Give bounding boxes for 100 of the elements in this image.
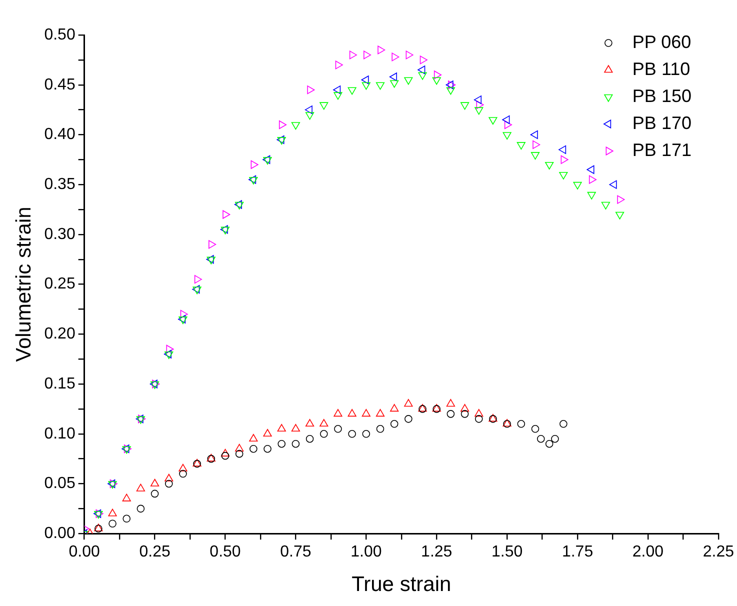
point [108,508,117,516]
point [418,72,427,80]
legend-label: PP 060 [632,32,692,52]
point [460,404,470,412]
point [530,152,540,160]
point [320,419,328,427]
point [488,117,498,125]
point [474,409,484,417]
x-tick-label: 1.50 [491,544,523,561]
y-tick-label: 0.10 [44,425,76,442]
point [306,434,314,443]
point [122,494,131,502]
point [349,50,357,60]
point [362,430,370,438]
point [334,424,342,433]
point [334,92,342,100]
y-tick-label: 0.50 [44,26,76,44]
point [194,275,202,284]
point [517,420,526,428]
y-tick-label: 0.35 [44,176,76,193]
point [307,86,315,94]
point [476,100,484,110]
point [389,72,397,82]
point [305,112,314,120]
point [404,77,413,85]
point [320,430,328,438]
y-tick-label: 0.00 [44,525,76,542]
point [474,96,482,104]
point [208,240,216,249]
point [502,132,512,140]
point [136,504,145,513]
point [334,409,342,417]
point [335,60,343,70]
point [390,80,399,88]
point [222,210,230,219]
point [122,514,131,523]
point [235,450,244,458]
point [532,140,540,149]
x-tick-label: 1.00 [350,544,382,561]
point [586,165,594,174]
point [164,480,173,488]
point [348,87,356,95]
point [615,212,624,220]
legend-label: PB 150 [632,86,692,106]
x-tick-label: 0.00 [68,544,100,561]
y-axis-title: Volumetric strain [12,206,36,362]
point [150,490,159,498]
point [536,434,545,443]
point [560,420,568,428]
point [250,160,258,169]
point [392,52,400,62]
point [178,464,188,472]
point [588,175,597,184]
y-tick-label: 0.40 [44,126,76,144]
y-tick-label: 0.45 [44,76,76,94]
point [179,470,187,478]
point [560,155,568,164]
point [474,415,483,423]
point [264,444,272,453]
point [474,107,484,115]
point [404,399,413,407]
point [432,77,441,85]
point [263,428,272,437]
x-tick-label: 0.50 [210,544,241,561]
point [601,202,610,210]
point [364,50,372,60]
point [418,66,426,74]
point [420,56,428,64]
point [277,424,286,432]
point [504,120,512,130]
point [249,434,258,442]
x-tick-label: 2.00 [632,544,664,561]
point [531,424,540,433]
point [362,409,370,417]
point [220,448,230,456]
x-tick-label: 1.25 [421,544,452,561]
point [305,419,314,427]
point [390,420,398,428]
point [406,50,414,60]
point [235,444,244,452]
point [108,520,116,528]
point [545,440,554,448]
point [516,142,526,150]
point [164,474,174,482]
point [448,80,456,90]
point [617,195,625,204]
point [333,86,341,94]
point [278,120,287,130]
point [434,70,442,80]
point [390,404,399,412]
point [320,102,328,110]
point [551,434,559,443]
y-tick-label: 0.30 [44,226,76,243]
point [166,344,174,354]
point [587,192,596,200]
point [460,410,469,418]
point [361,76,369,84]
legend-label: PB 171 [632,140,692,160]
point [348,409,356,417]
x-tick-label: 0.75 [280,544,312,561]
